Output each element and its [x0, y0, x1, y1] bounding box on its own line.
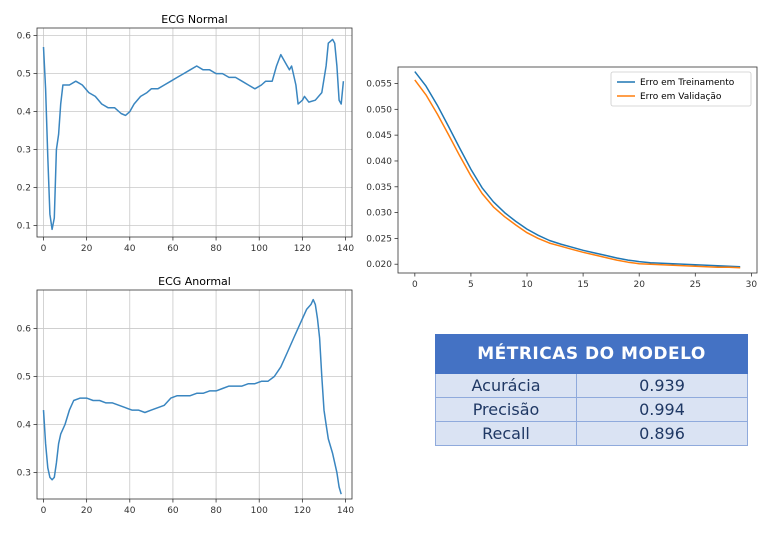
- ecg-normal-y-tick-label: 0.4: [17, 108, 32, 118]
- ecg-anormal-x-tick-label: 80: [210, 506, 222, 516]
- training-error-legend-label-0: Erro em Treinamento: [640, 78, 735, 88]
- ecg-normal-y-tick-label: 0.6: [17, 32, 32, 42]
- training-error-y-tick-label: 0.035: [366, 183, 392, 193]
- ecg-anormal-y-tick-label: 0.5: [17, 372, 31, 382]
- ecg-normal-y-tick-label: 0.5: [17, 70, 31, 80]
- ecg-normal-x-tick-label: 100: [251, 244, 268, 254]
- training-error-y-tick-label: 0.020: [366, 260, 392, 270]
- metrics-table: MÉTRICAS DO MODELO Acurácia 0.939 Precis…: [435, 334, 748, 446]
- ecg-anormal-y-tick-label: 0.4: [17, 421, 32, 431]
- ecg-normal-frame: [36, 27, 353, 238]
- table-row: Acurácia 0.939: [435, 373, 748, 398]
- ecg-normal-series-line-0: [42, 38, 345, 231]
- ecg-anormal-title: ECG Anormal: [158, 275, 231, 288]
- metrics-table-title: MÉTRICAS DO MODELO: [435, 334, 748, 374]
- ecg-normal-y-tick-label: 0.2: [17, 184, 31, 194]
- ecg-normal-x-tick-label: 20: [81, 244, 93, 254]
- ecg-anormal-y-tick-label: 0.6: [17, 324, 32, 334]
- training-error-y-tick-label: 0.025: [366, 234, 392, 244]
- training-error-frame: [397, 66, 758, 274]
- ecg-anormal-x-tick-label: 20: [81, 506, 93, 516]
- training-error-series-line-0: [414, 71, 741, 268]
- training-error-series-line-1: [414, 79, 741, 269]
- ecg-normal-x-tick-label: 60: [167, 244, 179, 254]
- metric-name-recall: Recall: [435, 421, 577, 446]
- table-row: Precisão 0.994: [435, 397, 748, 422]
- training-error-y-tick-label: 0.055: [366, 80, 392, 90]
- training-error-y-tick-label: 0.045: [366, 131, 392, 141]
- ecg-anormal-series-line-0: [42, 298, 342, 495]
- metric-value-precision: 0.994: [576, 397, 748, 422]
- training-error-x-tick-label: 0: [412, 280, 418, 290]
- ecg-anormal-x-tick-label: 100: [251, 506, 268, 516]
- training-error-y-tick-label: 0.050: [366, 105, 392, 115]
- training-error-y-tick-label: 0.030: [366, 209, 392, 219]
- ecg-anormal-x-tick-label: 140: [337, 506, 354, 516]
- ecg-normal-x-tick-label: 140: [337, 244, 354, 254]
- ecg-normal-x-tick-label: 120: [294, 244, 311, 254]
- training-error-y-tick-label: 0.040: [366, 157, 392, 167]
- training-error-x-tick-label: 30: [746, 280, 758, 290]
- ecg-normal-y-tick-label: 0.1: [17, 222, 31, 232]
- ecg-anormal-frame: [36, 289, 353, 500]
- metric-name-accuracy: Acurácia: [435, 373, 577, 398]
- training-error-legend-label-1: Erro em Validação: [640, 92, 722, 102]
- ecg-normal-plot-area: [37, 28, 352, 237]
- table-row: Recall 0.896: [435, 421, 748, 446]
- ecg-anormal-y-tick-label: 0.3: [17, 469, 31, 479]
- training-error-x-tick-label: 20: [633, 280, 645, 290]
- training-error-x-tick-label: 5: [468, 280, 474, 290]
- ecg-normal-x-tick-label: 80: [210, 244, 222, 254]
- ecg-normal-y-tick-label: 0.3: [17, 146, 31, 156]
- metric-value-accuracy: 0.939: [576, 373, 748, 398]
- training-error-x-tick-label: 15: [577, 280, 588, 290]
- training-error-x-tick-label: 25: [690, 280, 701, 290]
- metric-name-precision: Precisão: [435, 397, 577, 422]
- ecg-anormal-x-tick-label: 0: [41, 506, 47, 516]
- ecg-normal-x-tick-label: 0: [41, 244, 47, 254]
- ecg-anormal-x-tick-label: 40: [124, 506, 136, 516]
- training-error-x-tick-label: 10: [521, 280, 533, 290]
- ecg-normal-title: ECG Normal: [161, 13, 227, 26]
- ecg-anormal-x-tick-label: 60: [167, 506, 179, 516]
- metric-value-recall: 0.896: [576, 421, 748, 446]
- ecg-normal-x-tick-label: 40: [124, 244, 136, 254]
- training-error-legend-box: [610, 71, 752, 107]
- ecg-anormal-x-tick-label: 120: [294, 506, 311, 516]
